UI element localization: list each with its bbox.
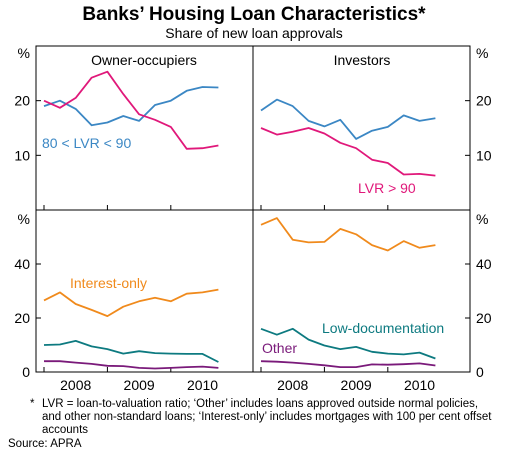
y-tick-label: 10 [476, 147, 492, 163]
series-line [43, 339, 219, 363]
chart-title: Banks’ Housing Loan Characteristics* [82, 4, 426, 25]
chart-subtitle: Share of new loan approvals [165, 25, 342, 41]
x-tick-label: 2008 [277, 377, 308, 393]
y-tick-label: 0 [476, 364, 484, 380]
y-tick-label: 20 [476, 310, 492, 326]
chart-canvas: Banks’ Housing Loan Characteristics* Sha… [14, 4, 491, 393]
y-tick-label: 20 [14, 310, 30, 326]
label-other: Other [262, 340, 297, 356]
y-unit-label: % [476, 45, 488, 61]
x-tick-label: 2008 [60, 377, 91, 393]
label-interest-only: Interest-only [70, 275, 147, 291]
source-text: Source: APRA [8, 438, 82, 450]
series-line [43, 86, 219, 127]
x-tick-label: 2009 [124, 377, 155, 393]
footnotes: * LVR = loan-to-valuation ratio; ‘Other’… [8, 398, 500, 451]
footnote-text: LVR = loan-to-valuation ratio; ‘Other’ i… [42, 398, 492, 436]
series-line [260, 360, 436, 369]
y-unit-label: % [18, 45, 30, 61]
panel-title-investors: Investors [334, 52, 391, 68]
series-line [43, 70, 219, 150]
y-tick-label: 10 [14, 147, 30, 163]
y-tick-label: 40 [14, 256, 30, 272]
x-tick-label: 2010 [187, 377, 218, 393]
series-line [260, 127, 436, 177]
series-line [260, 217, 436, 252]
label-80-lvr-90: 80 < LVR < 90 [42, 135, 131, 151]
y-unit-label: % [18, 211, 30, 227]
label-low-documentation: Low-documentation [322, 320, 444, 336]
y-tick-label: 0 [22, 364, 30, 380]
y-unit-label: % [476, 211, 488, 227]
chart-frame: 10 20% 10 20% 0 20 40% 2008 2009 2010 0 20 40% 2008 20… [14, 45, 491, 393]
series-line [44, 360, 219, 370]
y-tick-label: 20 [14, 93, 30, 109]
x-tick-label: 2009 [341, 377, 372, 393]
footnote: * LVR = loan-to-valuation ratio; ‘Other’… [30, 398, 500, 437]
series-line [260, 327, 436, 360]
panel-title-owner-occupiers: Owner-occupiers [91, 52, 197, 68]
label-lvr-90: LVR > 90 [358, 180, 416, 196]
x-tick-label: 2010 [404, 377, 435, 393]
y-tick-label: 20 [476, 93, 492, 109]
series-line [260, 98, 436, 140]
y-tick-label: 40 [476, 256, 492, 272]
footnote-marker: * [30, 398, 35, 410]
chart-marks [43, 70, 436, 370]
series-line [43, 288, 219, 318]
